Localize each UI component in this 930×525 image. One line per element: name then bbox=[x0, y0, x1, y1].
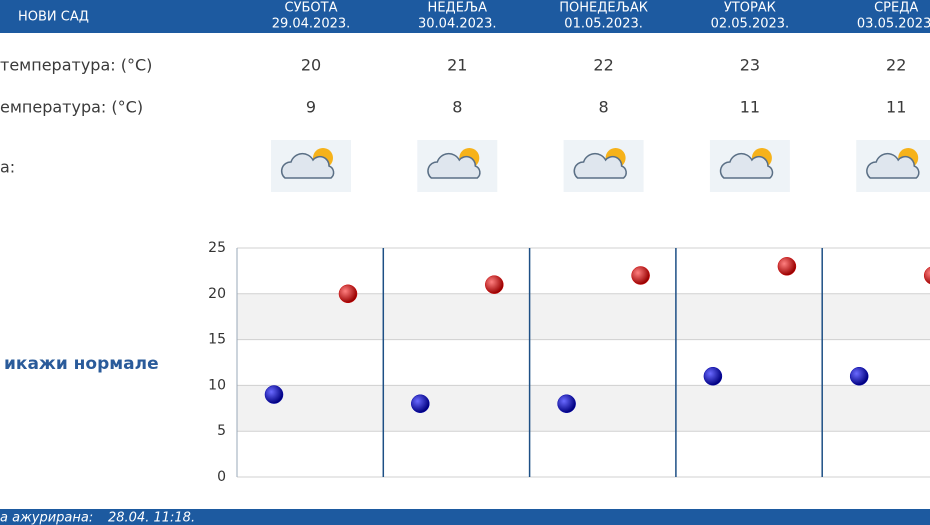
min-point bbox=[703, 366, 723, 386]
max-point bbox=[485, 275, 504, 294]
grid-band bbox=[237, 385, 930, 432]
weather-icon bbox=[271, 140, 351, 192]
day-name: НЕДЕЉА bbox=[428, 1, 488, 16]
min-temp: 8 bbox=[452, 98, 462, 117]
footer-time: 28.04. 11:18. bbox=[108, 511, 195, 525]
y-tick-label: 20 bbox=[208, 286, 226, 302]
day-date: 02.05.2023. bbox=[711, 17, 790, 32]
max-temp: 22 bbox=[886, 56, 906, 75]
day-date: 03.05.2023. bbox=[857, 17, 930, 32]
min-temp: 8 bbox=[599, 98, 609, 117]
weather-icon bbox=[563, 140, 644, 192]
header-bar bbox=[0, 0, 930, 33]
day-name: СРЕДА bbox=[874, 1, 918, 16]
max-temp: 22 bbox=[593, 56, 613, 75]
day-name: ПОНЕДЕЉАК bbox=[559, 1, 648, 16]
cloud bbox=[719, 152, 774, 179]
max-temp: 20 bbox=[301, 56, 321, 75]
weather-icon bbox=[856, 140, 930, 192]
weather-icon bbox=[709, 140, 790, 192]
y-tick-label: 10 bbox=[208, 377, 226, 393]
min-temp: 9 bbox=[306, 98, 316, 117]
min-point bbox=[849, 366, 869, 386]
cloud bbox=[280, 152, 335, 179]
icon-label: а: bbox=[0, 158, 15, 177]
grid-band bbox=[237, 293, 930, 340]
y-tick-label: 0 bbox=[217, 469, 226, 485]
weather-icon bbox=[417, 140, 498, 192]
max-label: температура: (°C) bbox=[0, 56, 152, 75]
normals-link[interactable]: икажи нормале bbox=[4, 354, 159, 374]
max-temp: 23 bbox=[740, 56, 760, 75]
city: НОВИ САД bbox=[18, 10, 89, 25]
y-tick-label: 25 bbox=[208, 240, 226, 256]
max-point bbox=[631, 266, 650, 285]
y-tick-label: 5 bbox=[217, 423, 226, 439]
day-date: 30.04.2023. bbox=[418, 17, 497, 32]
cloud bbox=[866, 152, 920, 179]
min-temp: 11 bbox=[886, 98, 906, 117]
day-date: 29.04.2023. bbox=[272, 17, 351, 32]
y-tick-label: 15 bbox=[208, 332, 226, 348]
max-point bbox=[923, 266, 930, 285]
cloud bbox=[427, 152, 481, 179]
min-label: емпература: (°C) bbox=[0, 98, 143, 117]
min-point bbox=[557, 394, 576, 413]
footer-bar bbox=[0, 509, 930, 525]
max-point bbox=[777, 257, 797, 276]
max-temp: 21 bbox=[447, 56, 467, 75]
cloud bbox=[573, 152, 627, 179]
day-name: УТОРАК bbox=[724, 1, 776, 16]
day-date: 01.05.2023. bbox=[564, 17, 643, 32]
max-point bbox=[338, 284, 358, 304]
min-temp: 11 bbox=[740, 98, 760, 117]
min-point bbox=[411, 394, 430, 413]
min-point bbox=[264, 385, 284, 404]
day-name: СУБОТА bbox=[285, 1, 338, 16]
footer-label: а ажурирана: bbox=[0, 511, 93, 525]
